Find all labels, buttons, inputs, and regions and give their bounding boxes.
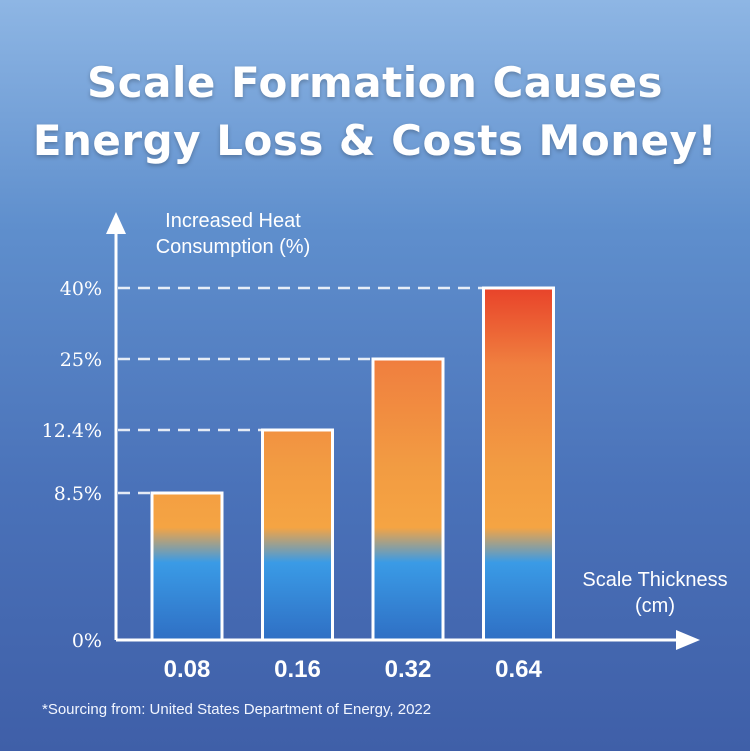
y-axis-label: Consumption (%): [156, 236, 311, 258]
x-tick-label: 0.64: [495, 656, 542, 683]
source-note: *Sourcing from: United States Department…: [42, 701, 432, 718]
y-tick-label: 40%: [60, 278, 102, 300]
title-line-1: Scale Formation Causes: [86, 58, 664, 107]
y-tick-label: 12.4%: [42, 420, 102, 442]
x-axis-label: Scale Thickness: [582, 569, 727, 591]
title-line-2: Energy Loss & Costs Money!: [32, 116, 718, 165]
y-tick-labels: 0% 8.5% 12.4% 25% 40%: [42, 278, 102, 652]
chart-title: Scale Formation Causes Energy Loss & Cos…: [0, 54, 750, 170]
axis-labels: Increased Heat Consumption (%) Scale Thick…: [156, 210, 728, 617]
y-axis-arrow: [106, 212, 126, 234]
bar-0.64: [482, 286, 555, 642]
x-tick-labels: 0.08 0.16 0.32 0.64: [164, 656, 543, 683]
x-axis-label: (cm): [635, 595, 675, 617]
x-tick-label: 0.08: [164, 656, 211, 683]
bar-0.16: [261, 428, 334, 642]
y-tick-label: 8.5%: [54, 483, 102, 505]
y-axis-label: Increased Heat: [165, 210, 301, 232]
bars: [150, 286, 555, 642]
y-tick-label: 0%: [72, 630, 102, 652]
bar-0.08: [150, 491, 224, 642]
x-tick-label: 0.16: [274, 656, 321, 683]
bar-0.32: [371, 357, 445, 642]
y-tick-label: 25%: [60, 349, 102, 371]
x-tick-label: 0.32: [385, 656, 432, 683]
x-axis-arrow: [676, 630, 700, 650]
guide-lines: [118, 286, 484, 495]
